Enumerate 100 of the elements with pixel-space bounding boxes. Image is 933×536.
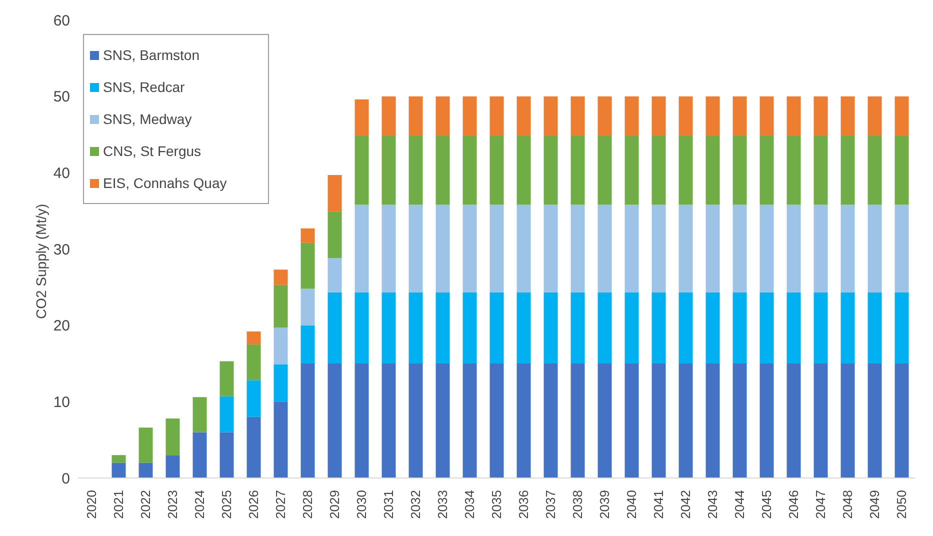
- bar: [166, 455, 180, 478]
- y-tick-label: 20: [53, 318, 70, 335]
- bar: [624, 204, 639, 293]
- bar: [894, 204, 909, 293]
- bar: [814, 292, 828, 364]
- bar: [732, 204, 747, 293]
- bar: [840, 136, 855, 205]
- bar: [760, 364, 774, 478]
- bar: [328, 212, 342, 258]
- x-tick-label: 2031: [381, 490, 396, 519]
- bar: [354, 292, 369, 364]
- bar: [220, 396, 234, 432]
- bar: [598, 292, 612, 364]
- bar: [354, 99, 369, 136]
- bar: [732, 292, 747, 364]
- x-tick-label: 2046: [786, 490, 801, 519]
- bar: [408, 292, 423, 364]
- x-tick-label: 2040: [624, 490, 639, 519]
- bar: [274, 270, 288, 285]
- x-tick-label: 2037: [543, 490, 558, 519]
- x-tick-label: 2035: [489, 490, 504, 519]
- bar: [760, 136, 774, 205]
- bar: [516, 136, 531, 205]
- bar: [274, 284, 288, 328]
- x-tick-label: 2044: [732, 490, 747, 519]
- bar: [786, 364, 801, 478]
- bar: [382, 136, 396, 205]
- x-tick-label: 2022: [138, 490, 153, 519]
- bar: [490, 96, 504, 136]
- bar: [678, 136, 693, 205]
- bar: [462, 96, 477, 136]
- bar: [760, 204, 774, 293]
- bar: [192, 397, 207, 432]
- bar: [624, 136, 639, 205]
- x-tick-label: 2034: [462, 490, 477, 519]
- bar: [652, 136, 666, 205]
- bar: [840, 292, 855, 364]
- x-tick-label: 2050: [894, 490, 909, 519]
- bar: [652, 364, 666, 478]
- bar: [490, 364, 504, 478]
- x-tick-label: 2023: [165, 490, 180, 519]
- bar: [274, 402, 288, 478]
- y-tick-label: 0: [62, 470, 70, 488]
- bar: [462, 136, 477, 205]
- x-tick-label: 2039: [597, 490, 612, 519]
- x-tick-label: 2041: [651, 490, 666, 519]
- bar: [544, 292, 558, 364]
- bar: [436, 96, 450, 136]
- bar: [382, 292, 396, 364]
- bar: [894, 136, 909, 205]
- bar: [570, 364, 585, 478]
- bar: [300, 228, 315, 243]
- bar: [570, 96, 585, 136]
- x-tick-label: 2047: [813, 490, 828, 519]
- bar: [192, 432, 207, 478]
- bar: [814, 96, 828, 136]
- x-tick-label: 2043: [705, 490, 720, 519]
- bar: [274, 364, 288, 402]
- bar: [544, 96, 558, 136]
- bar: [436, 136, 450, 205]
- bar: [408, 364, 423, 478]
- bar: [598, 96, 612, 136]
- x-tick-label: 2024: [192, 490, 207, 519]
- y-tick-label: 40: [53, 164, 70, 182]
- y-tick-label: 10: [53, 394, 70, 411]
- bar: [544, 204, 558, 293]
- x-tick-label: 2033: [435, 490, 450, 519]
- bar: [220, 361, 234, 396]
- bar: [516, 292, 531, 364]
- bar: [760, 292, 774, 364]
- bar: [544, 136, 558, 205]
- bar: [516, 96, 531, 136]
- bar: [570, 292, 585, 364]
- bar: [516, 364, 531, 478]
- bar: [354, 204, 369, 293]
- bar: [678, 292, 693, 364]
- x-tick-label: 2027: [273, 490, 288, 519]
- bar: [408, 96, 423, 136]
- legend-label: EIS, Connahs Quay: [103, 174, 227, 193]
- bar: [246, 380, 261, 417]
- bar: [490, 204, 504, 293]
- bar: [868, 96, 882, 136]
- bar: [624, 96, 639, 136]
- bar: [436, 292, 450, 364]
- bar: [706, 136, 720, 205]
- bar: [544, 364, 558, 478]
- bar: [732, 136, 747, 205]
- bar: [868, 292, 882, 364]
- x-tick-label: 2049: [867, 490, 882, 519]
- x-tick-label: 2030: [354, 490, 369, 519]
- bar: [840, 364, 855, 478]
- bar: [516, 204, 531, 293]
- bar: [732, 96, 747, 136]
- bar: [652, 96, 666, 136]
- bar: [678, 204, 693, 293]
- bar: [652, 204, 666, 293]
- bar: [814, 136, 828, 205]
- bar: [112, 462, 126, 478]
- bar: [786, 136, 801, 205]
- bar: [300, 288, 315, 326]
